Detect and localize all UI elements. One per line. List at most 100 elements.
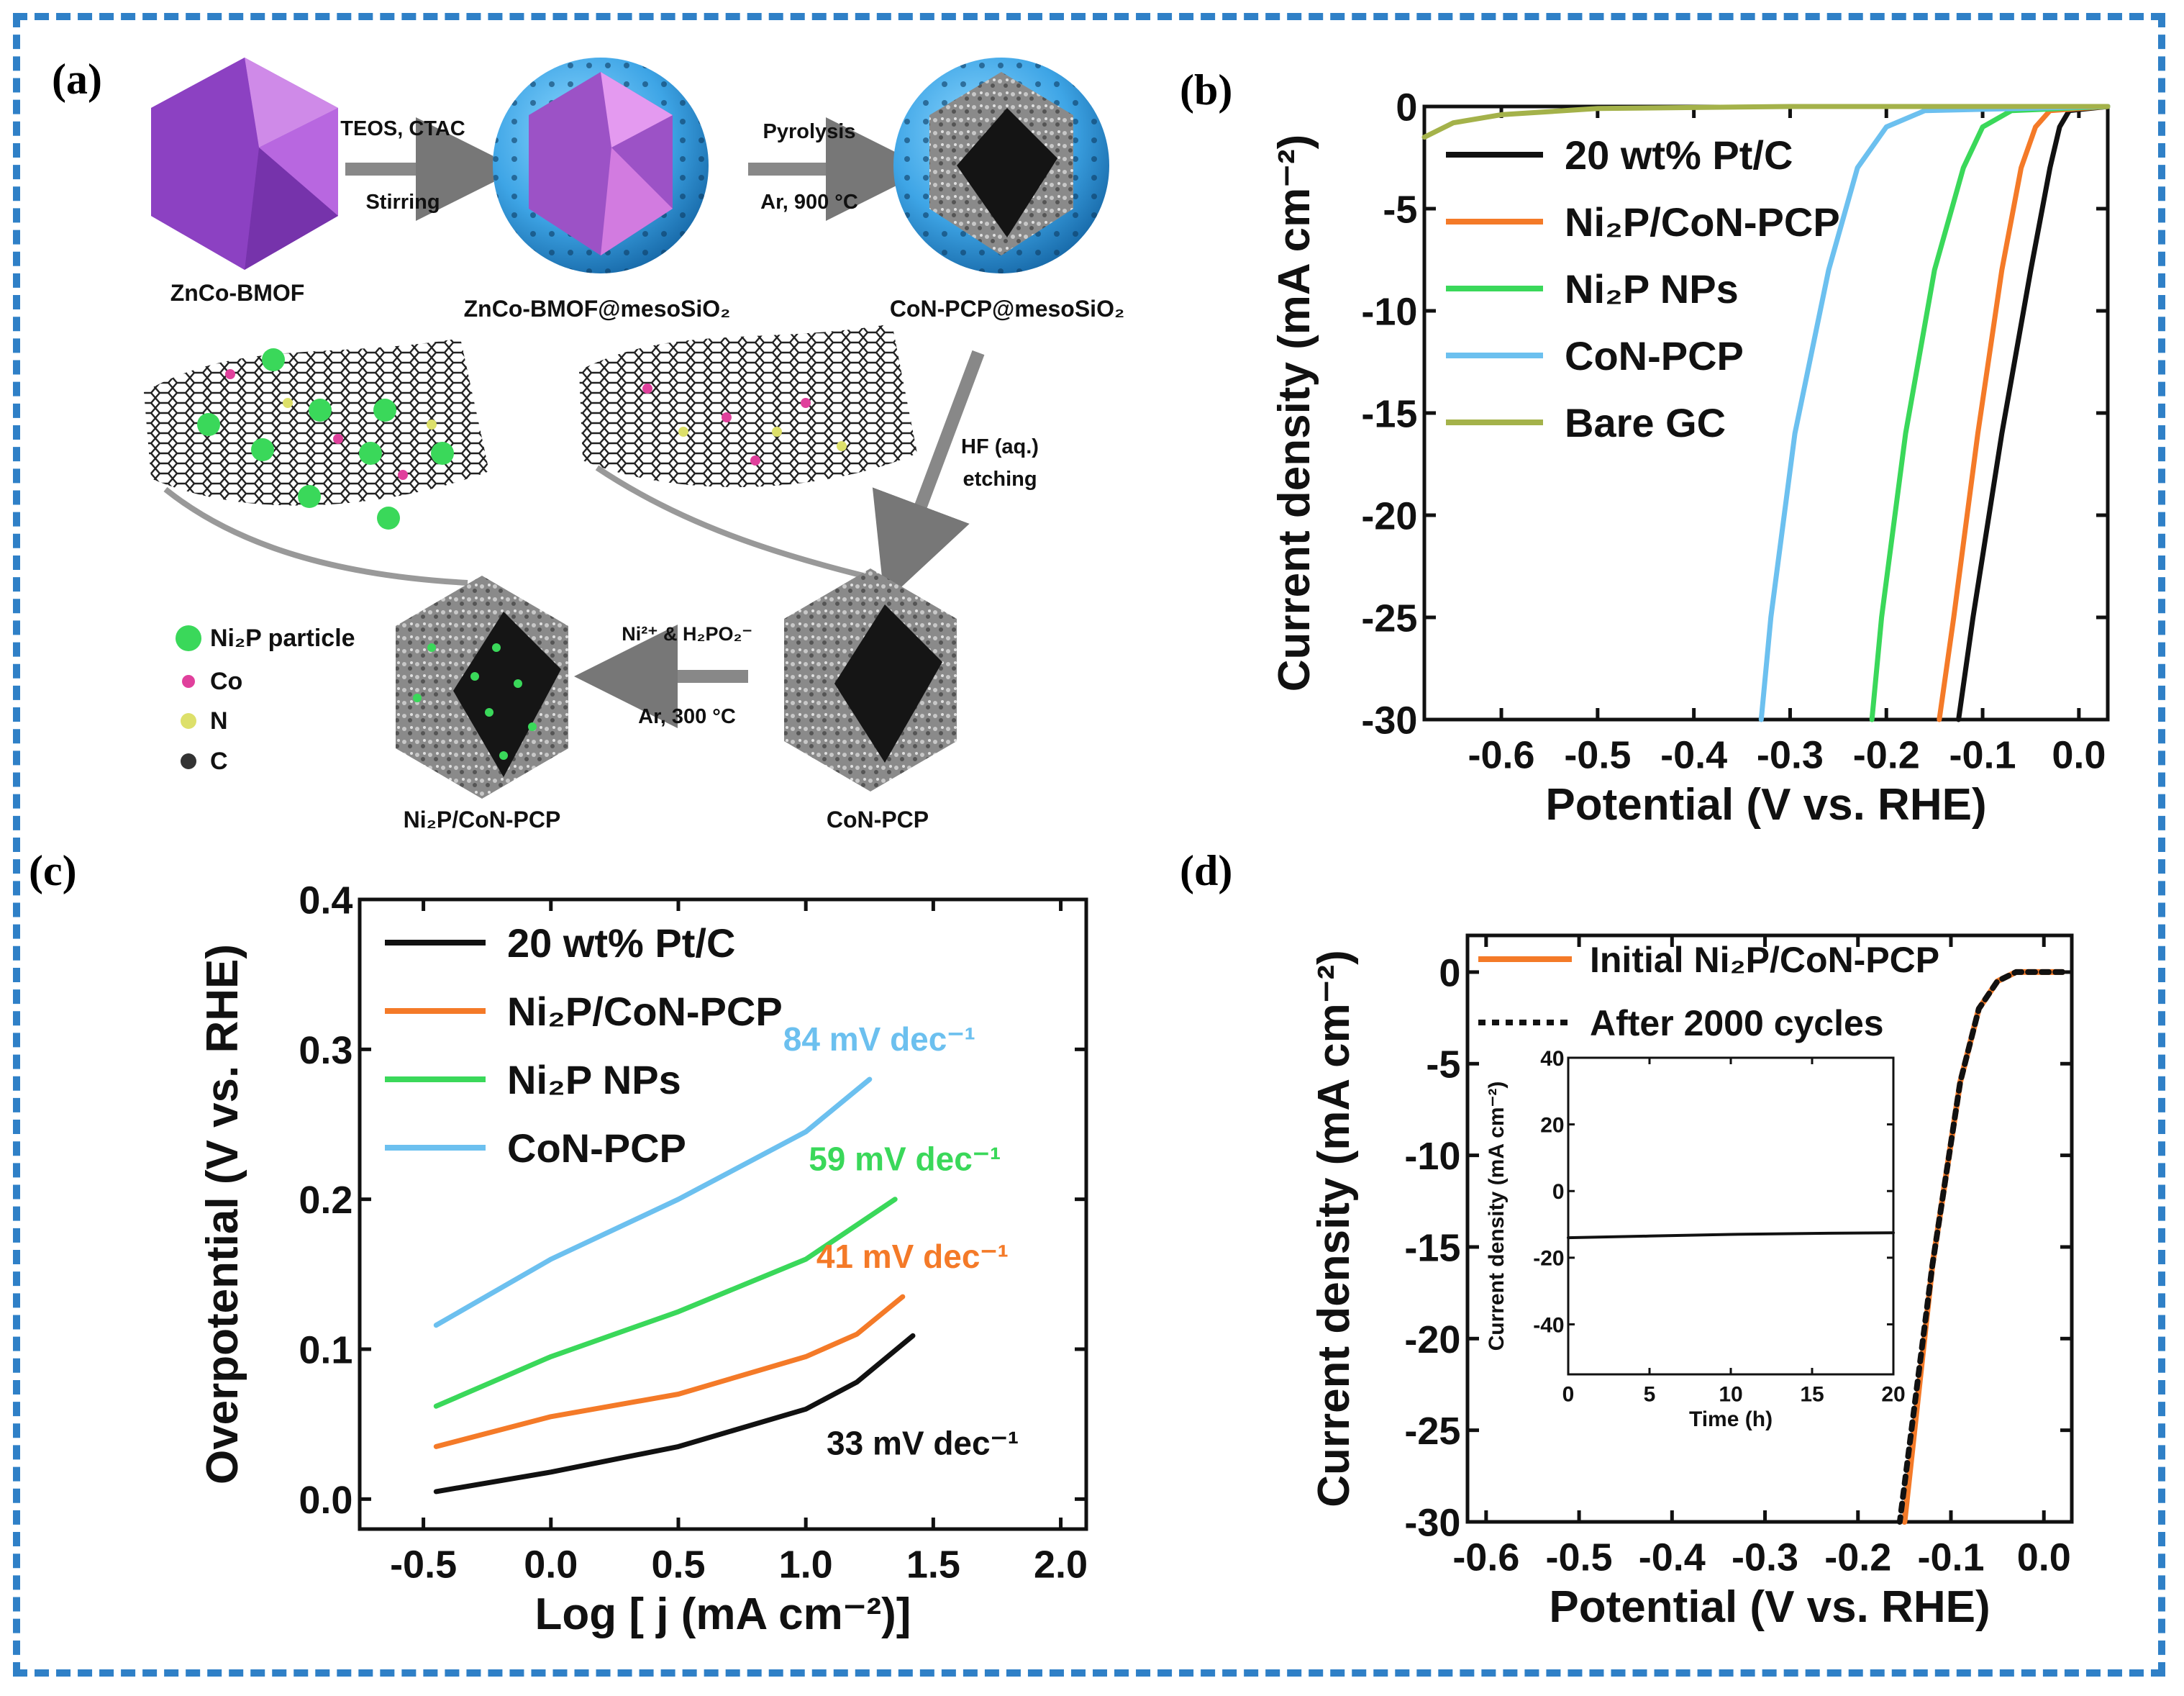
- zoom-line-right: [595, 465, 864, 579]
- b-xtick-label: -0.1: [1949, 734, 2016, 777]
- d-inset-plot-frame: [1567, 1056, 1895, 1376]
- d-legend-text-1: After 2000 cycles: [1590, 1003, 1884, 1043]
- c-series-line-3: [433, 1076, 873, 1328]
- c-xtick-label: 2.0: [1034, 1543, 1088, 1587]
- c-xlabel: Log [ j (mA cm⁻²)]: [535, 1590, 911, 1639]
- c-ytick-label: 0.2: [299, 1179, 352, 1222]
- b-xtick-label: -0.5: [1564, 734, 1631, 777]
- c-annotation-1: 41 mV dec⁻¹: [816, 1238, 1009, 1275]
- d-xtick-label: -0.5: [1546, 1536, 1613, 1579]
- d-inset-ytick-label: 0: [1552, 1180, 1565, 1204]
- d-xlabel: Potential (V vs. RHE): [1549, 1582, 1990, 1632]
- b-xtick-label: -0.4: [1660, 734, 1727, 777]
- label-step2-top: Pyrolysis: [763, 120, 856, 143]
- legend-n-marker: [181, 713, 196, 729]
- label-step1-bottom: Stirring: [365, 191, 440, 214]
- label-step1-top: TEOS, CTAC: [340, 117, 465, 140]
- d-xtick-label: -0.1: [1917, 1536, 1984, 1579]
- c-series-line-1: [433, 1294, 906, 1449]
- panel-d: (d) -0.6 -0.5 -0.4 -0.3 -0.2 -0.1 0.0 0 -5 -10 -15…: [1180, 847, 2074, 1632]
- label-bmof: ZnCo-BMOF: [170, 280, 305, 306]
- c-xtick-label: 1.5: [906, 1543, 960, 1587]
- b-ytick-label: -5: [1383, 188, 1417, 231]
- c-ytick-label: 0.3: [299, 1029, 352, 1072]
- c-legend-text-0: 20 wt% Pt/C: [507, 920, 735, 966]
- c-xtick-label: 0.0: [524, 1543, 578, 1587]
- b-xtick-label: 0.0: [2052, 734, 2106, 777]
- c-plot-frame: [358, 897, 1088, 1531]
- b-xlabel: Potential (V vs. RHE): [1545, 780, 1986, 830]
- label-step3-bottom: etching: [963, 468, 1037, 491]
- b-legend-text-3: CoN-PCP: [1565, 333, 1744, 378]
- d-inset-xlabel: Time (h): [1689, 1407, 1773, 1431]
- zoom-line-left: [163, 486, 468, 586]
- d-inset-xtick-label: 15: [1800, 1383, 1824, 1407]
- d-xtick-label: 0.0: [2017, 1536, 2071, 1579]
- panel-b-label: (b): [1180, 66, 1232, 114]
- d-ytick-label: 0: [1439, 951, 1460, 994]
- c-xtick-label: 0.5: [651, 1543, 705, 1587]
- b-ylabel: Current density (mA cm⁻²): [1270, 135, 1319, 692]
- dashed-frame: [13, 13, 2165, 1677]
- d-xtick-label: -0.4: [1639, 1536, 1706, 1579]
- d-legend-text-0: Initial Ni₂P/CoN-PCP: [1590, 940, 1939, 980]
- b-series-line-2: [1869, 104, 2111, 722]
- c-xtick-label: -0.5: [390, 1543, 457, 1587]
- label-step4-top: Ni²⁺ & H₂PO₂⁻: [622, 623, 752, 645]
- d-series-line-0: [1901, 969, 2066, 1525]
- b-series-line-4: [1421, 104, 2111, 140]
- b-series-line-0: [1956, 104, 2111, 722]
- b-legend-text-0: 20 wt% Pt/C: [1565, 132, 1793, 178]
- arrow-step3: [872, 350, 985, 603]
- b-legend-text-1: Ni₂P/CoN-PCP: [1565, 199, 1840, 245]
- c-legend-text-1: Ni₂P/CoN-PCP: [507, 989, 783, 1034]
- d-series-line-1: [1896, 969, 2066, 1525]
- c-ytick-label: 0.1: [299, 1328, 352, 1371]
- ni2p-conpcp-crystal: [396, 576, 568, 799]
- c-legend-text-2: Ni₂P NPs: [507, 1057, 681, 1102]
- d-inset-series-line-0: [1567, 1231, 1895, 1240]
- conpcp-mesosio2-sphere: [893, 58, 1109, 273]
- panel-a-label: (a): [52, 55, 102, 103]
- bmof-crystal: [151, 58, 338, 270]
- d-plot-frame: [1465, 933, 2074, 1524]
- b-xtick-label: -0.2: [1853, 734, 1920, 777]
- b-ytick-label: -20: [1361, 494, 1417, 538]
- b-ytick-label: -15: [1361, 392, 1417, 435]
- graphene-sheet-right: [579, 324, 917, 488]
- panel-b: (b) -0.6 -0.5 -0.4 -0.3 -0.2 -0.1 0.0 0 -5 -10 -15…: [1180, 66, 2111, 830]
- d-ytick-label: -20: [1404, 1318, 1460, 1361]
- legend-c-text: C: [210, 748, 228, 775]
- panel-d-label: (d): [1180, 847, 1232, 894]
- b-ytick-label: -25: [1361, 597, 1417, 640]
- c-series-line-2: [433, 1197, 898, 1409]
- legend-ni2p-marker: [176, 625, 201, 651]
- label-step3-top: HF (aq.): [961, 435, 1039, 458]
- d-inset-xtick-label: 0: [1562, 1383, 1575, 1407]
- c-xtick-label: 1.0: [779, 1543, 833, 1587]
- d-ytick-label: -5: [1426, 1043, 1460, 1087]
- d-xtick-label: -0.3: [1732, 1536, 1798, 1579]
- panel-c-label: (c): [29, 847, 77, 894]
- label-step4-bottom: Ar, 300 °C: [638, 705, 736, 728]
- c-ytick-label: 0.4: [299, 879, 352, 922]
- label-step2-bottom: Ar, 900 °C: [760, 191, 858, 214]
- graphene-sheet-left: [144, 338, 489, 530]
- b-series-line-1: [1937, 104, 2111, 722]
- d-ytick-label: -30: [1404, 1501, 1460, 1544]
- b-ytick-label: -10: [1361, 290, 1417, 333]
- d-inset-ytick-label: 20: [1540, 1113, 1564, 1137]
- d-xtick-label: -0.2: [1824, 1536, 1891, 1579]
- d-inset-xtick-label: 5: [1644, 1383, 1656, 1407]
- legend-n-text: N: [210, 707, 228, 735]
- b-series-line-3: [1758, 104, 2111, 722]
- legend-c-marker: [181, 753, 196, 769]
- d-ytick-label: -15: [1404, 1226, 1460, 1269]
- d-inset-ytick-label: 40: [1540, 1047, 1564, 1071]
- c-annotation-3: 84 mV dec⁻¹: [783, 1020, 975, 1058]
- b-xtick-label: -0.6: [1468, 734, 1535, 777]
- schematic-legend: Ni₂P particle Co N C: [176, 625, 355, 775]
- d-inset-xtick-label: 10: [1719, 1383, 1742, 1407]
- d-inset-ytick-label: -20: [1533, 1247, 1564, 1271]
- d-ytick-label: -25: [1404, 1410, 1460, 1453]
